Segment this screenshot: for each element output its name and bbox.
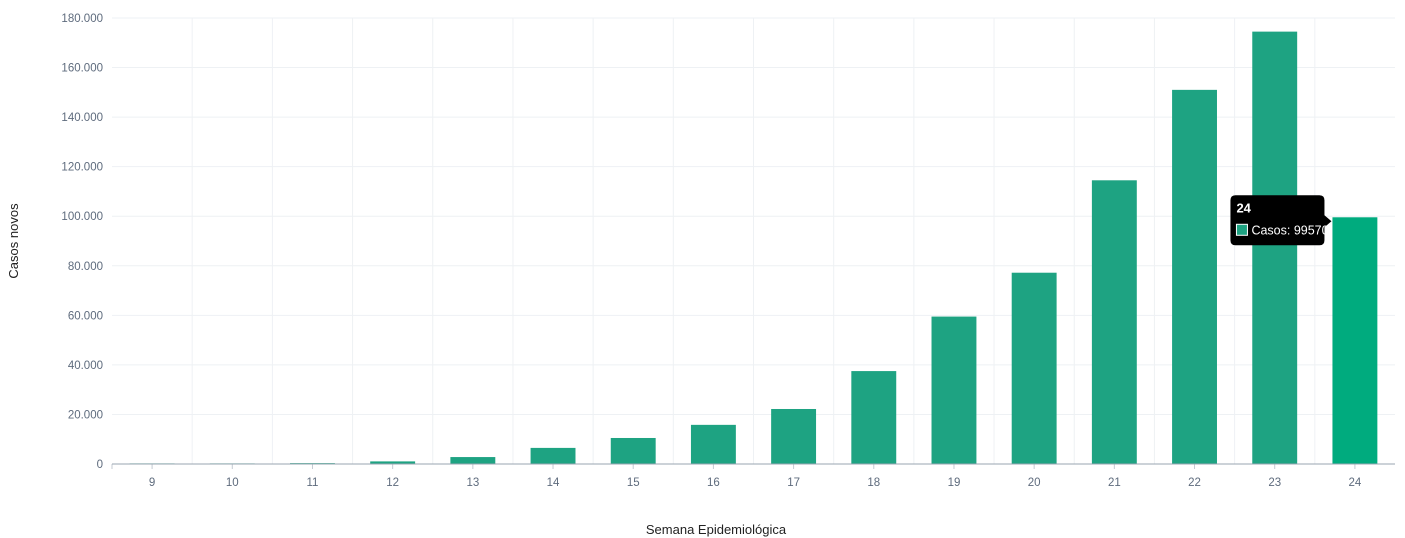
y-tick-label: 20.000 bbox=[68, 409, 103, 421]
x-tick-label: 20 bbox=[1028, 477, 1041, 489]
bar-week-24[interactable] bbox=[1332, 217, 1378, 464]
bars bbox=[129, 31, 1378, 465]
bar-week-22[interactable] bbox=[1172, 89, 1217, 464]
tooltip-title: 24 bbox=[1236, 200, 1251, 215]
bar-week-19[interactable] bbox=[931, 316, 977, 464]
x-tick-label: 22 bbox=[1188, 477, 1201, 489]
x-tick-label: 16 bbox=[707, 477, 720, 489]
x-tick-label: 21 bbox=[1108, 477, 1121, 489]
x-tick-label: 13 bbox=[466, 477, 479, 489]
y-tick-label: 40.000 bbox=[68, 360, 103, 372]
y-tick-label: 120.000 bbox=[61, 162, 103, 174]
x-tick-label: 18 bbox=[867, 477, 880, 489]
bar-week-13[interactable] bbox=[450, 457, 496, 464]
x-tick-label: 23 bbox=[1268, 477, 1281, 489]
y-tick-label: 80.000 bbox=[68, 261, 103, 273]
y-tick-label: 160.000 bbox=[61, 63, 103, 75]
tooltip-box bbox=[1230, 195, 1332, 246]
bar-week-17[interactable] bbox=[771, 408, 817, 464]
x-tick-label: 17 bbox=[787, 477, 800, 489]
x-axis-ticks: 9 10 11 12 13 14 15 16 17 18 19 20 21 22 23 24 bbox=[111, 464, 1362, 489]
grid-lines bbox=[112, 17, 1395, 464]
y-tick-label: 180.000 bbox=[61, 13, 103, 25]
bar-week-14[interactable] bbox=[530, 447, 576, 464]
y-tick-label: 140.000 bbox=[61, 112, 103, 124]
y-tick-label: 60.000 bbox=[68, 310, 103, 322]
y-axis-ticks: 0 20.000 40.000 60.000 80.000 100.000 120.000 1… bbox=[61, 13, 103, 471]
tooltip: 24 Casos: 99570 bbox=[1230, 195, 1332, 246]
y-tick-label: 0 bbox=[97, 459, 103, 471]
bar-week-23[interactable] bbox=[1252, 31, 1298, 464]
bar-week-20[interactable] bbox=[1011, 272, 1057, 464]
x-axis-title: Semana Epidemiológica bbox=[646, 522, 787, 537]
x-tick-label: 9 bbox=[149, 477, 155, 489]
bar-week-18[interactable] bbox=[851, 371, 897, 464]
x-tick-label: 15 bbox=[627, 477, 640, 489]
bar-week-12[interactable] bbox=[370, 461, 416, 464]
x-tick-label: 19 bbox=[948, 477, 961, 489]
bar-week-15[interactable] bbox=[610, 437, 656, 464]
x-tick-label: 14 bbox=[547, 477, 560, 489]
y-axis-title: Casos novos bbox=[6, 203, 21, 279]
tooltip-swatch-icon bbox=[1235, 223, 1248, 236]
bar-week-21[interactable] bbox=[1091, 180, 1137, 465]
x-tick-label: 24 bbox=[1349, 477, 1362, 489]
y-tick-label: 100.000 bbox=[61, 211, 103, 223]
bar-week-16[interactable] bbox=[690, 424, 736, 464]
tooltip-label: Casos: 99570 bbox=[1251, 223, 1328, 237]
x-tick-label: 11 bbox=[306, 477, 318, 489]
x-tick-label: 10 bbox=[226, 477, 239, 489]
x-tick-label: 12 bbox=[386, 477, 399, 489]
